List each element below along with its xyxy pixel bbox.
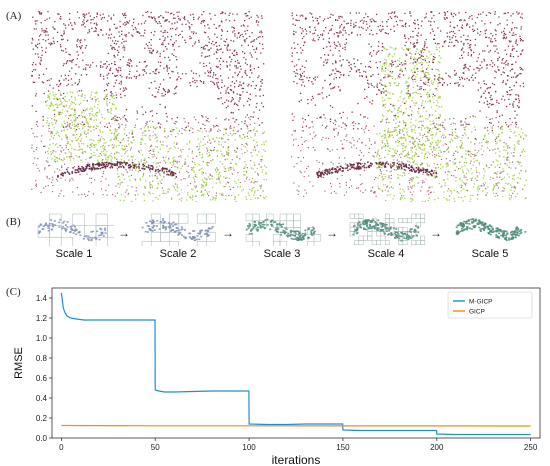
voxel-grid-2	[141, 213, 216, 252]
y-tick-label: 1.4	[36, 294, 48, 303]
panel-label-c: (C)	[6, 286, 21, 298]
point-cloud-before	[31, 11, 268, 202]
panel-label-b: (B)	[6, 216, 21, 228]
aligned-points	[376, 46, 528, 202]
building-points	[31, 11, 265, 198]
y-tick-label: 0.0	[36, 434, 48, 443]
scale-item-4: Scale 4	[346, 212, 426, 272]
x-tick-label: 50	[151, 443, 160, 452]
legend-entry: M-GICP	[469, 299, 492, 306]
x-axis-label: iterations	[272, 453, 321, 466]
x-tick-label: 200	[430, 443, 444, 452]
x-tick-label: 0	[59, 443, 64, 452]
plot-frame	[51, 287, 541, 439]
arrow-icon: →	[430, 226, 442, 240]
y-tick-label: 0.2	[36, 414, 48, 423]
y-tick-label: 1.0	[36, 334, 48, 343]
scale-item-2: Scale 2	[138, 212, 218, 272]
scale-label-4: Scale 4	[367, 248, 405, 260]
arrow-icon: →	[326, 226, 338, 240]
scale-label-2: Scale 2	[159, 248, 197, 260]
arrow-icon: →	[118, 226, 130, 240]
voxel-grid-5	[455, 218, 527, 242]
y-tick-label: 0.8	[36, 354, 48, 363]
voxel-grid-3	[245, 213, 322, 249]
voxel-grid-1	[37, 213, 120, 250]
series-line-gicp	[61, 424, 531, 427]
rmse-chart: 0 50 100 150 200 250 0.0 0.2 0.4 0.6 0.8 1.0 1.2 1.4 i…	[13, 287, 541, 466]
panel-label-a: (A)	[6, 10, 22, 22]
legend-entry: GICP	[469, 309, 485, 316]
scale-item-5: Scale 5	[450, 212, 530, 272]
building-points	[291, 11, 525, 197]
series-line-m-gicp	[60, 292, 531, 436]
y-axis-label: RMSE	[13, 347, 25, 379]
scale-item-3: Scale 3	[242, 212, 322, 272]
scale-sequence: Scale 1 → Scale 2 → Scale 3 → Scale 4 → …	[34, 212, 550, 272]
x-tick-label: 250	[524, 443, 538, 452]
aligned-points	[46, 91, 268, 202]
scale-label-3: Scale 3	[263, 248, 301, 260]
x-tick-label: 150	[336, 443, 350, 452]
y-tick-label: 1.2	[36, 314, 48, 323]
scale-label-5: Scale 5	[471, 248, 509, 260]
scale-item-1: Scale 1	[34, 212, 120, 272]
arrow-icon: →	[222, 226, 234, 240]
point-cloud-after	[291, 11, 528, 202]
voxel-grid-4	[349, 213, 426, 246]
y-tick-label: 0.4	[36, 394, 48, 403]
y-tick-label: 0.6	[36, 374, 48, 383]
x-tick-label: 100	[242, 443, 256, 452]
legend: M-GICP GICP	[447, 291, 533, 319]
scale-label-1: Scale 1	[55, 248, 93, 260]
